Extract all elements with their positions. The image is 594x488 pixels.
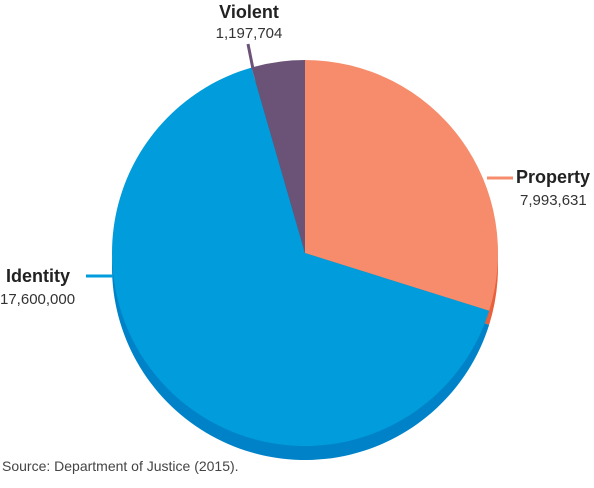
pie-leader-lines <box>86 43 513 278</box>
leader-line-violent <box>246 43 255 70</box>
pie-slices <box>111 60 498 447</box>
source-note: Source: Department of Justice (2015). <box>2 458 239 474</box>
pie-slice-property <box>305 60 498 311</box>
slice-label-violent: Violent <box>219 2 279 22</box>
pie-labels: Property 7,993,631 Identity 17,600,000 Viole… <box>0 2 590 308</box>
pie-slice-identity <box>111 67 490 447</box>
slice-label-property: Property <box>516 167 590 187</box>
slice-value-violent: 1,197,704 <box>216 25 283 42</box>
slice-value-property: 7,993,631 <box>520 192 587 209</box>
slice-label-identity: Identity <box>6 266 70 286</box>
slice-value-identity: 17,600,000 <box>0 291 75 308</box>
pie-slice-violent <box>251 60 305 253</box>
